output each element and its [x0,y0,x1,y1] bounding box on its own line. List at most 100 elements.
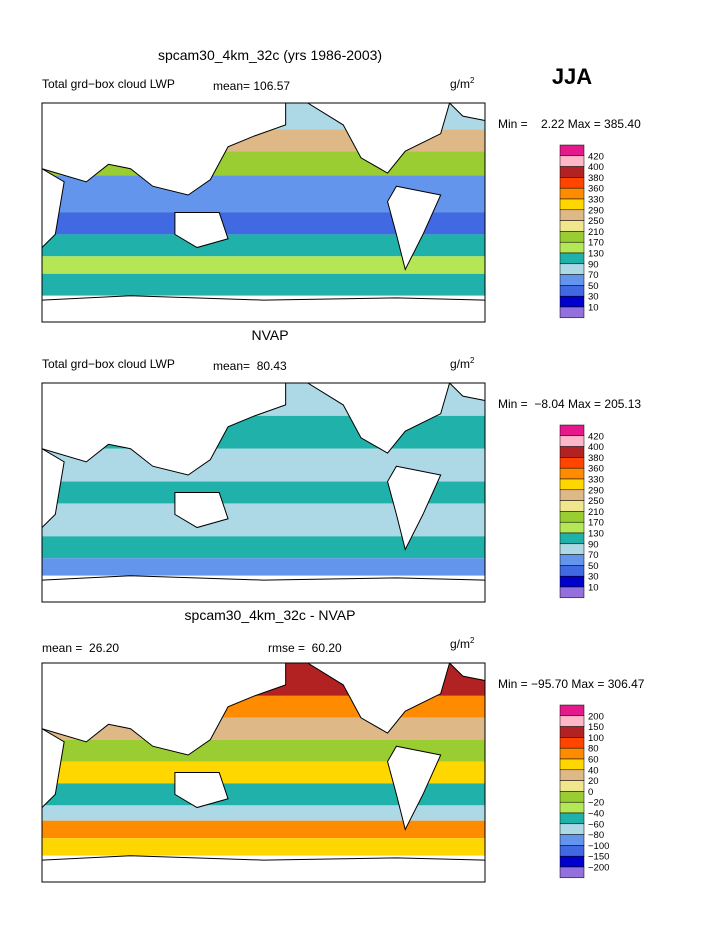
land [41,102,287,196]
colorbar-box [559,823,585,835]
colorbar-box [559,252,585,265]
colorbar-box [559,198,585,211]
colorbar-label: 80 [588,744,599,755]
colorbar-box [559,586,585,599]
colorbar-box [559,845,585,857]
colorbar-label: 40 [588,765,599,776]
colorbar-box [559,801,585,814]
field-label: Total grd−box cloud LWP [42,357,175,371]
colorbar-box [559,231,585,243]
panel-title: spcam30_4km_32c (yrs 1986-2003) [158,47,382,63]
colorbar-label: 70 [588,550,599,561]
colorbar-box [559,747,585,760]
colorbar-label: 50 [588,281,599,292]
colorbar-box [559,726,585,738]
colorbar-box [559,209,585,221]
colorbar-label: 130 [588,529,604,540]
colorbar-label: 250 [588,496,604,507]
land [174,492,229,529]
units-base: g/m [450,357,470,371]
colorbar-box [559,187,585,200]
units: g/m2 [450,356,475,371]
map-frame [41,102,486,323]
colorbar-box [559,543,585,555]
colorbar-label: 360 [588,184,604,195]
colorbar-box [559,489,585,501]
colorbar-label: 30 [588,572,599,583]
units-exponent: 2 [470,636,475,645]
min-max: Min = −8.04 Max = 205.13 [498,397,641,411]
units-base: g/m [450,637,470,651]
colorbar-box [559,478,585,491]
colorbar-box [559,855,585,868]
colorbar-box [559,263,585,275]
colorbar-box [559,737,585,749]
colorbar-label: 10 [588,303,599,314]
colorbar-box [559,274,585,286]
map-frame [41,662,486,883]
contour-band [42,820,485,839]
colorbar-box [559,565,585,577]
colorbar-label: −200 [588,863,609,874]
land [306,382,451,454]
colorbar-label: 30 [588,292,599,303]
season: JJA [552,64,592,89]
contour-band [42,805,485,821]
colorbar-box [559,155,585,167]
field-label: Total grd−box cloud LWP [42,77,175,91]
land [174,772,229,809]
colorbar-label: 400 [588,442,604,453]
colorbar-label: 420 [588,151,604,162]
colorbar-label: 250 [588,216,604,227]
land [41,295,486,323]
contour-band [42,536,485,559]
contour-band [42,273,485,296]
contour-band [42,212,485,235]
colorbar-label: 290 [588,485,604,496]
land [174,212,229,249]
land [41,575,486,603]
colorbar-label: 380 [588,453,604,464]
units: g/m2 [450,636,475,651]
land [306,102,451,174]
colorbar-label: 420 [588,431,604,442]
colorbar-box [559,295,585,308]
colorbar-label: 130 [588,249,604,260]
units-base: g/m [450,77,470,91]
contour-band [42,838,485,856]
land [387,465,442,551]
min-max: Min = −95.70 Max = 306.47 [498,677,645,691]
colorbar-box [559,812,585,825]
panel-title: spcam30_4km_32c - NVAP [185,607,356,623]
colorbar-label: 90 [588,259,599,270]
colorbar-box [559,511,585,523]
colorbar-label: 170 [588,518,604,529]
colorbar-label: 200 [588,711,604,722]
colorbar-label: 20 [588,776,599,787]
mean-label: mean = 26.20 [42,641,119,655]
colorbar-label: 100 [588,733,604,744]
colorbar-label: −150 [588,852,609,863]
colorbar-label: 10 [588,583,599,594]
colorbar-box [559,435,585,447]
colorbar-box [559,166,585,178]
colorbar-box [559,220,585,232]
colorbar-label: 400 [588,162,604,173]
map-frame [41,382,486,603]
colorbar-label: −60 [588,819,604,830]
colorbar-label: −100 [588,841,609,852]
units: g/m2 [450,76,475,91]
contour-band [42,256,485,274]
colorbar-box [559,791,585,803]
colorbar-label: 70 [588,270,599,281]
colorbar-label: 210 [588,227,604,238]
contour-band [42,481,485,504]
colorbar-label: 380 [588,173,604,184]
colorbar-box [559,866,585,879]
units-exponent: 2 [470,356,475,365]
colorbar-box [559,424,585,437]
map [41,382,486,603]
colorbar-box [559,446,585,458]
colorbar-box [559,769,585,781]
land [41,382,287,476]
